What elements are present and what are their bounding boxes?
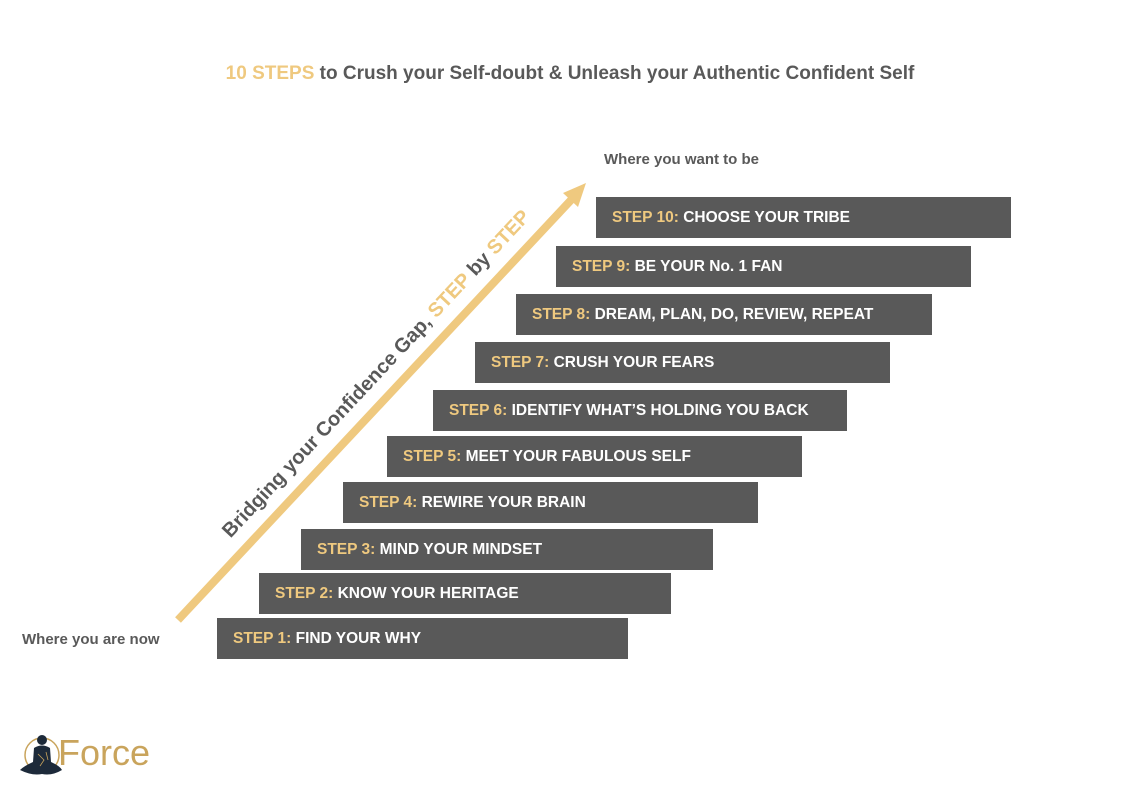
step-2-bar: STEP 2: KNOW YOUR HERITAGE	[259, 573, 671, 614]
start-label: Where you are now	[22, 631, 160, 648]
step-10-bar: STEP 10: CHOOSE YOUR TRIBE	[596, 197, 1011, 238]
title-highlight: 10 STEPS	[225, 63, 315, 84]
step-text: KNOW YOUR HERITAGE	[333, 585, 519, 602]
end-label: Where you want to be	[604, 151, 760, 168]
step-text: MEET YOUR FABULOUS SELF	[461, 448, 691, 465]
step-number: STEP 3:	[317, 541, 376, 558]
step-9-bar: STEP 9: BE YOUR No. 1 FAN	[556, 246, 971, 287]
step-text: CHOOSE YOUR TRIBE	[678, 209, 851, 226]
step-number: STEP 6:	[449, 402, 508, 419]
step-text: IDENTIFY WHAT’S HOLDING YOU BACK	[507, 402, 809, 419]
step-number: STEP 10:	[612, 209, 679, 226]
step-text: BE YOUR No. 1 FAN	[630, 258, 783, 275]
step-number: STEP 2:	[275, 585, 334, 602]
meditating-figure-icon	[20, 735, 62, 775]
step-text: FIND YOUR WHY	[291, 630, 422, 647]
step-number: STEP 1:	[233, 630, 292, 647]
page-title: 10 STEPS to Crush your Self-doubt & Unle…	[0, 63, 1123, 85]
step-number: STEP 4:	[359, 494, 418, 511]
step-text: DREAM, PLAN, DO, REVIEW, REPEAT	[590, 306, 874, 323]
title-rest: to Crush your Self-doubt & Unleash your …	[314, 63, 915, 84]
step-7-bar: STEP 7: CRUSH YOUR FEARS	[475, 342, 890, 383]
step-1-bar: STEP 1: FIND YOUR WHY	[217, 618, 628, 659]
step-number: STEP 7:	[491, 354, 550, 371]
step-6-bar: STEP 6: IDENTIFY WHAT’S HOLDING YOU BACK	[433, 390, 847, 431]
step-number: STEP 9:	[572, 258, 631, 275]
step-3-bar: STEP 3: MIND YOUR MINDSET	[301, 529, 713, 570]
step-text: MIND YOUR MINDSET	[375, 541, 543, 558]
step-5-bar: STEP 5: MEET YOUR FABULOUS SELF	[387, 436, 802, 477]
step-number: STEP 8:	[532, 306, 591, 323]
arrowhead-icon	[563, 183, 586, 207]
step-4-bar: STEP 4: REWIRE YOUR BRAIN	[343, 482, 758, 523]
step-8-bar: STEP 8: DREAM, PLAN, DO, REVIEW, REPEAT	[516, 294, 932, 335]
logo: Force	[16, 730, 166, 780]
logo-text: Force	[58, 732, 151, 773]
arrow-shaft	[175, 196, 575, 623]
step-text: CRUSH YOUR FEARS	[549, 354, 715, 371]
step-text: REWIRE YOUR BRAIN	[417, 494, 586, 511]
step-number: STEP 5:	[403, 448, 462, 465]
